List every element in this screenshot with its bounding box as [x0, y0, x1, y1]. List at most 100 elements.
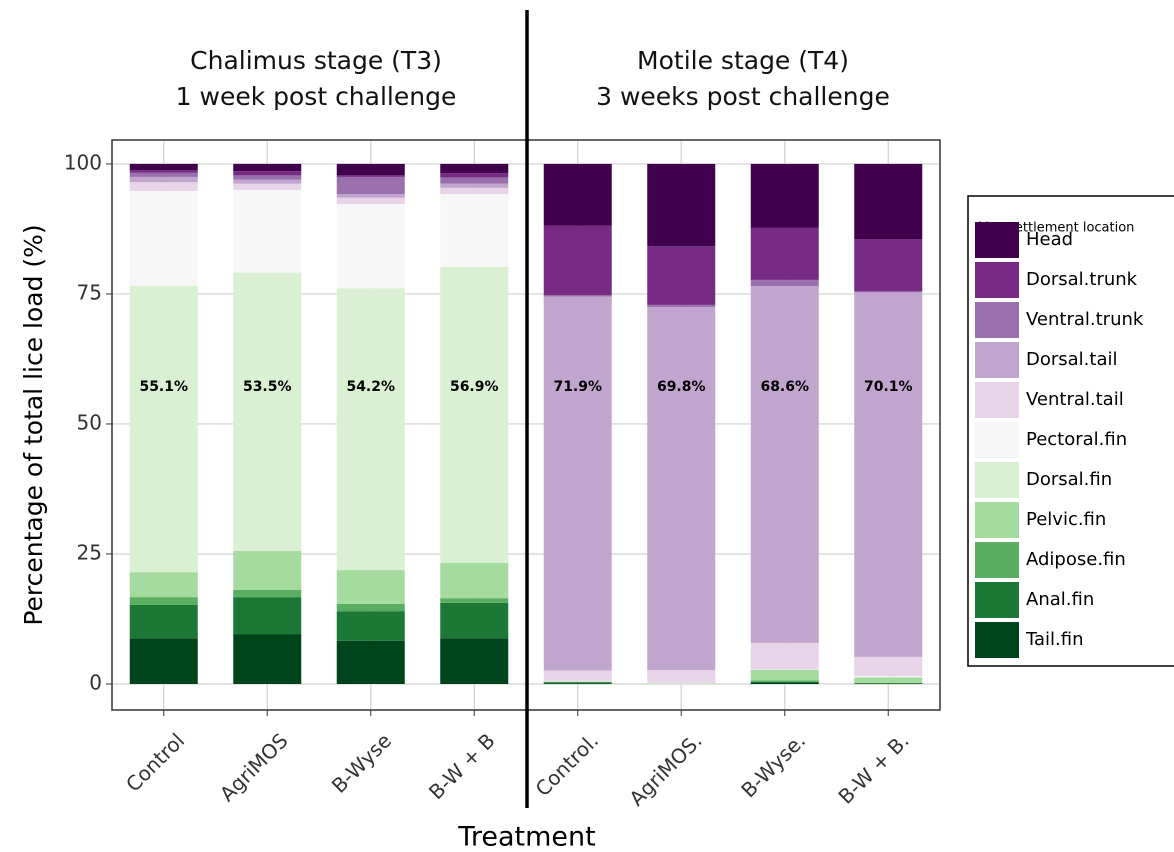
legend-swatch: [975, 422, 1019, 458]
bar-segment: [750, 642, 819, 670]
legend-label: Head: [1026, 229, 1073, 250]
bar-segment: [336, 203, 405, 289]
legend-swatch: [975, 462, 1019, 498]
bar-segment: [750, 682, 819, 684]
bar-segment: [129, 285, 198, 573]
panel-title: Motile stage (T4): [637, 46, 849, 75]
bar-segment: [336, 163, 405, 176]
bar-segment: [750, 279, 819, 287]
legend-swatch: [975, 542, 1019, 578]
legend-swatch: [975, 342, 1019, 378]
bar-segment: [543, 294, 612, 297]
bar-segment: [336, 194, 405, 198]
legend-label: Dorsal.trunk: [1026, 269, 1138, 290]
y-tick-label: 25: [77, 540, 102, 564]
bar-segment: [233, 634, 302, 684]
data-label: 70.1%: [864, 379, 913, 395]
data-label: 53.5%: [243, 379, 292, 395]
bar-segment: [750, 227, 819, 280]
bar-segment: [854, 163, 923, 240]
data-label: 68.6%: [760, 379, 809, 395]
y-tick-label: 0: [89, 670, 102, 694]
bar-segment: [543, 163, 612, 226]
bar-segment: [543, 296, 612, 671]
bar-segment: [440, 187, 509, 195]
bar-segment: [854, 683, 923, 684]
data-label: 69.8%: [657, 379, 706, 395]
bar-segment: [336, 288, 405, 571]
legend-swatch: [975, 582, 1019, 618]
bar-segment: [336, 640, 405, 684]
bar-segment: [233, 550, 302, 590]
y-axis-title: Percentage of total lice load (%): [19, 224, 48, 625]
bar-segment: [233, 189, 302, 273]
legend-label: Adipose.fin: [1026, 549, 1126, 570]
y-tick-label: 50: [77, 410, 102, 434]
bar-segment: [647, 683, 716, 684]
bar-segment: [440, 602, 509, 639]
y-tick-label: 75: [77, 280, 102, 304]
legend-label: Dorsal.fin: [1026, 469, 1112, 490]
bar-segment: [647, 306, 716, 670]
bar-segment: [440, 183, 509, 188]
bar-segment: [440, 598, 509, 603]
x-tick-label: B-Wyse.: [736, 728, 810, 802]
data-label: 54.2%: [346, 379, 395, 395]
bar-segment: [750, 669, 819, 670]
bar-segment: [336, 570, 405, 604]
bar-segment: [129, 604, 198, 639]
panel-title: 3 weeks post challenge: [596, 82, 890, 111]
bar-segment: [129, 182, 198, 191]
bar-segment: [129, 176, 198, 183]
bar-segment: [647, 163, 716, 247]
legend-label: Dorsal.tail: [1026, 349, 1118, 370]
bar-segment: [233, 163, 302, 172]
bar-segment: [854, 291, 923, 293]
bar-segment: [440, 177, 509, 184]
x-tick-label: B-W + B.: [833, 728, 913, 808]
bar-segment: [543, 681, 612, 682]
bar-segment: [233, 183, 302, 190]
bar-segment: [543, 670, 612, 681]
legend-swatch: [975, 382, 1019, 418]
bar-segment: [129, 163, 198, 171]
bar-segment: [440, 266, 509, 563]
bar-segment: [233, 272, 302, 551]
bar-segment: [129, 572, 198, 598]
x-tick-label: B-Wyse: [327, 728, 396, 797]
bar-segment: [854, 239, 923, 292]
bar-segment: [336, 175, 405, 177]
bar-segment: [647, 682, 716, 684]
bar-segment: [129, 597, 198, 605]
bar-segment: [129, 172, 198, 177]
bar-segment: [233, 597, 302, 635]
x-tick-label: B-W + B: [424, 728, 500, 804]
bar-segment: [854, 677, 923, 683]
legend-label: Anal.fin: [1026, 589, 1094, 610]
bar-segment: [233, 179, 302, 184]
y-tick-label: 100: [64, 150, 102, 174]
bar-segment: [336, 176, 405, 195]
bar-segment: [854, 676, 923, 678]
bar-segment: [647, 669, 716, 683]
bar-segment: [129, 170, 198, 173]
bar-segment: [233, 171, 302, 176]
bar-segment: [750, 681, 819, 683]
legend-label: Pelvic.fin: [1026, 509, 1106, 530]
bar-segment: [543, 680, 612, 682]
bar-segment: [233, 175, 302, 180]
bar-segment: [543, 681, 612, 683]
bar-segment: [854, 656, 923, 677]
legend-swatch: [975, 222, 1019, 258]
x-tick-label: AgriMOS: [215, 728, 293, 806]
panel-title: Chalimus stage (T3): [190, 46, 442, 75]
bar-segment: [647, 304, 716, 307]
bar-segment: [440, 194, 509, 267]
bar-segment: [647, 246, 716, 305]
bar-segment: [543, 225, 612, 295]
x-axis-title: Treatment: [457, 822, 595, 852]
bar-segment: [336, 603, 405, 612]
bar-segment: [336, 611, 405, 641]
data-label: 71.9%: [553, 379, 602, 395]
